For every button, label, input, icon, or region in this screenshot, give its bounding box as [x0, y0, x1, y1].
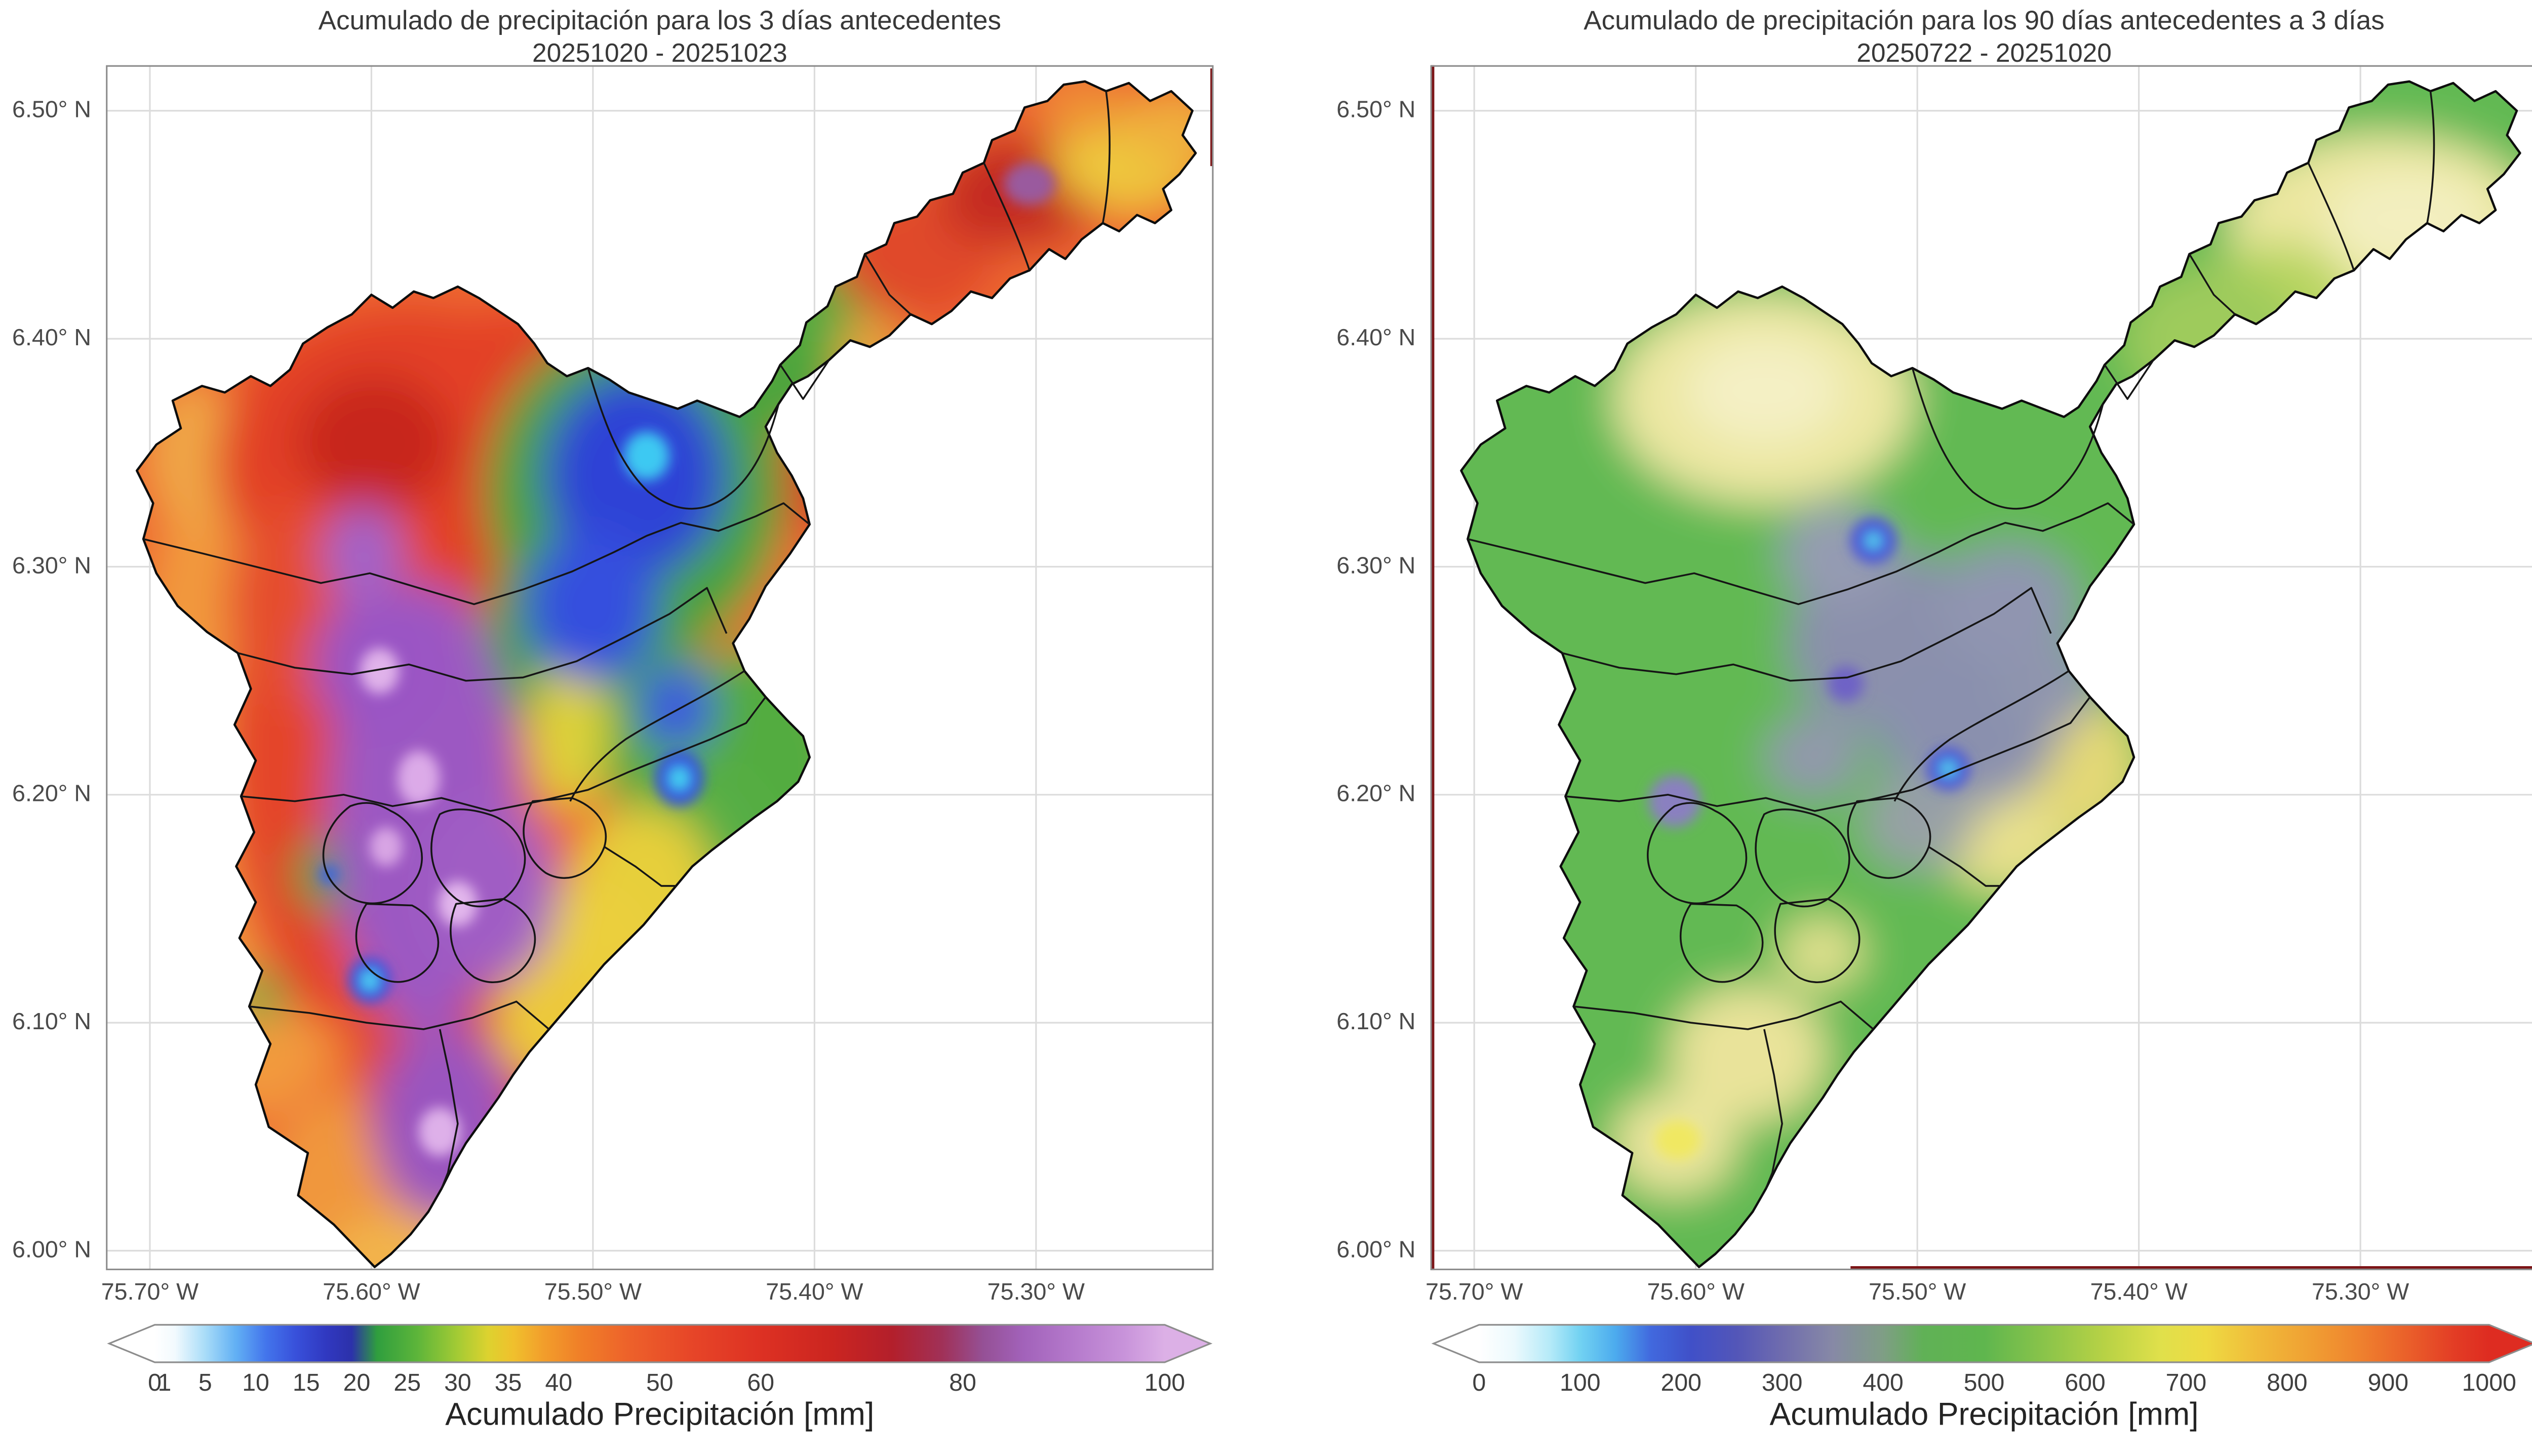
y-tick-label: 6.30° N — [12, 553, 92, 580]
precip-field-3day — [137, 81, 1196, 1267]
colorbar-3day — [107, 1324, 1213, 1363]
y-tick-label: 6.40° N — [12, 326, 92, 352]
colorbar-tick-label: 35 — [494, 1369, 522, 1398]
y-tick-label: 6.50° N — [1336, 98, 1416, 124]
colorbar-tick-label: 800 — [2267, 1369, 2308, 1398]
x-tick-label: 75.70° W — [1426, 1280, 1523, 1306]
x-tick-label: 75.40° W — [766, 1280, 863, 1306]
colorbar-tick-label: 400 — [1863, 1369, 1904, 1398]
colorbar-tick-label: 5 — [198, 1369, 212, 1398]
precip-map-90day — [1430, 65, 2532, 1271]
colorbar-tick-label: 1 — [157, 1369, 172, 1398]
x-tick-label: 75.50° W — [1868, 1280, 1966, 1306]
x-tick-label: 75.70° W — [101, 1280, 199, 1306]
colorbar-tick-label: 100 — [1144, 1369, 1185, 1398]
colorbar-tick-label: 10 — [242, 1369, 269, 1398]
x-tick-label: 75.30° W — [2311, 1280, 2409, 1306]
panel-90day: Acumulado de precipitación para los 90 d… — [1324, 0, 2532, 1456]
colorbar-90day — [1431, 1324, 2532, 1363]
colorbar-tick-label: 25 — [393, 1369, 421, 1398]
colorbar-tick-label: 700 — [2165, 1369, 2207, 1398]
precip-map-3day — [106, 65, 1214, 1271]
y-tick-label: 6.10° N — [1336, 1009, 1416, 1036]
x-tick-label: 75.50° W — [544, 1280, 642, 1306]
y-tick-label: 6.00° N — [12, 1237, 92, 1264]
y-tick-label: 6.50° N — [12, 98, 92, 124]
colorbar-label-3day: Acumulado Precipitación [mm] — [445, 1397, 875, 1433]
precip-field-90day — [1461, 81, 2520, 1267]
map-subtitle-90day: 20250722 - 20251020 — [1856, 41, 2112, 69]
colorbar-tick-label: 40 — [545, 1369, 573, 1398]
map-title-3day: Acumulado de precipitación para los 3 dí… — [318, 6, 1002, 36]
plot-frame — [106, 65, 1214, 1271]
colorbar-tick-label: 1000 — [2462, 1369, 2516, 1398]
plot-frame — [1430, 65, 2532, 1271]
x-tick-label: 75.30° W — [987, 1280, 1085, 1306]
map-title-90day: Acumulado de precipitación para los 90 d… — [1584, 6, 2385, 36]
x-tick-label: 75.40° W — [2090, 1280, 2188, 1306]
colorbar-tick-label: 300 — [1761, 1369, 1803, 1398]
colorbar-tick-label: 100 — [1560, 1369, 1601, 1398]
colorbar-tick-label: 900 — [2367, 1369, 2409, 1398]
colorbar-tick-label: 15 — [292, 1369, 320, 1398]
y-tick-label: 6.20° N — [12, 782, 92, 808]
colorbar-tick-label: 60 — [747, 1369, 775, 1398]
colorbar-tick-label: 30 — [444, 1369, 471, 1398]
colorbar-tick-label: 500 — [1963, 1369, 2005, 1398]
y-tick-label: 6.20° N — [1336, 782, 1416, 808]
y-tick-label: 6.40° N — [1336, 326, 1416, 352]
colorbar-tick-label: 50 — [646, 1369, 674, 1398]
colorbar-tick-label: 80 — [949, 1369, 976, 1398]
colorbar-tick-label: 20 — [343, 1369, 371, 1398]
colorbar-tick-label: 0 — [1472, 1369, 1486, 1398]
y-tick-label: 6.30° N — [1336, 553, 1416, 580]
x-tick-label: 75.60° W — [323, 1280, 420, 1306]
colorbar-label-90day: Acumulado Precipitación [mm] — [1769, 1397, 2199, 1433]
colorbar-tick-label: 200 — [1660, 1369, 1702, 1398]
colorbar-tick-label: 0 — [148, 1369, 162, 1398]
y-tick-label: 6.10° N — [12, 1009, 92, 1036]
colorbar-tick-label: 600 — [2065, 1369, 2106, 1398]
panel-3day: Acumulado de precipitación para los 3 dí… — [0, 0, 1238, 1456]
map-subtitle-3day: 20251020 - 20251023 — [532, 41, 787, 69]
x-tick-label: 75.60° W — [1647, 1280, 1745, 1306]
y-tick-label: 6.00° N — [1336, 1237, 1416, 1264]
